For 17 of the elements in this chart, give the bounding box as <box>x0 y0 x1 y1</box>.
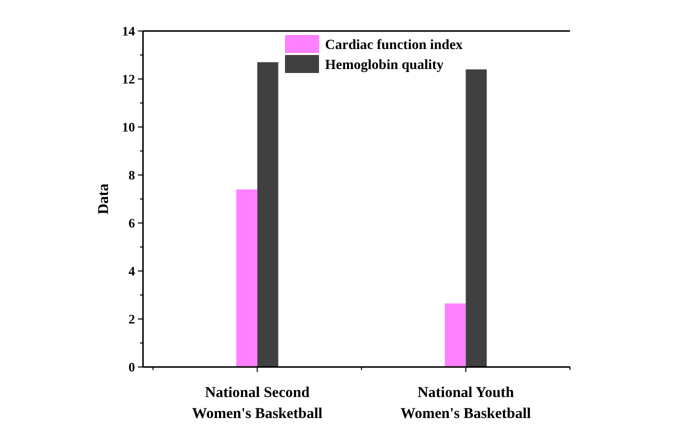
x-tick-label: National Second Women's Basketball <box>192 385 322 422</box>
y-tick-label: 2 <box>128 312 135 327</box>
legend-label: Hemoglobin quality <box>325 58 444 73</box>
y-axis-title: Data <box>96 183 112 214</box>
bar <box>466 69 487 367</box>
y-tick-label: 10 <box>122 120 135 135</box>
bar <box>236 189 258 367</box>
x-tick-label: National Youth Women's Basketball <box>400 385 531 422</box>
y-tick-label: 12 <box>122 72 135 87</box>
legend-label: Cardiac function index <box>325 38 463 53</box>
y-tick-label: 6 <box>128 216 136 231</box>
bar <box>257 62 278 367</box>
bar <box>444 303 466 367</box>
y-tick-label: 8 <box>128 168 136 183</box>
y-tick-label: 4 <box>128 264 136 279</box>
y-tick-label: 0 <box>128 360 135 375</box>
y-tick-label: 14 <box>122 24 136 39</box>
